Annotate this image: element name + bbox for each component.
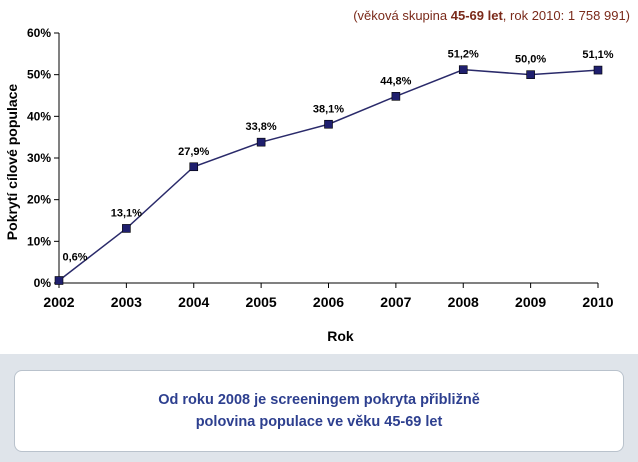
note-line-2: polovina populace ve věku 45-69 let: [195, 414, 443, 430]
data-label: 51,1%: [582, 49, 613, 61]
x-tick-label: 2005: [246, 294, 277, 310]
x-tick-label: 2006: [313, 294, 344, 310]
note-box: Od roku 2008 je screeningem pokryta přib…: [14, 370, 624, 452]
data-point-marker: [324, 119, 333, 129]
data-point-marker: [256, 137, 266, 147]
y-tick-label: 30%: [27, 151, 51, 165]
data-label: 13,1%: [111, 207, 142, 219]
note-line-1: Od roku 2008 je screeningem pokryta přib…: [158, 392, 480, 408]
data-point-marker: [122, 224, 131, 233]
data-point-marker: [593, 65, 603, 75]
series-line: [58, 68, 599, 282]
x-tick-label: 2004: [178, 294, 209, 310]
data-point-marker: [458, 65, 468, 74]
x-tick-label: 2009: [515, 294, 546, 310]
y-tick-label: 0%: [34, 276, 52, 290]
data-label: 33,8%: [246, 121, 277, 133]
chart: 0% 10% 20% 30% 40% 50% 60% 2002 2003 2004 2005 2006…: [4, 26, 614, 344]
data-label: 27,9%: [178, 146, 209, 158]
data-point-marker: [189, 162, 199, 172]
data-point-marker: [526, 70, 535, 79]
x-axis-title: Rok: [327, 328, 354, 344]
y-tick-label: 20%: [27, 193, 51, 207]
y-tick-label: 10%: [27, 234, 51, 248]
x-tick-label: 2007: [380, 294, 411, 310]
chart-series: [54, 65, 603, 285]
data-label: 50,0%: [515, 54, 546, 66]
data-point-marker: [391, 92, 401, 101]
data-label: 51,2%: [448, 49, 479, 61]
x-tick-label: 2003: [111, 294, 142, 310]
x-tick-label: 2002: [43, 294, 74, 310]
x-tick-label: 2010: [582, 294, 613, 310]
y-axis-title: Pokrytí cílové populace: [4, 84, 20, 241]
x-tick-label: 2008: [448, 294, 479, 310]
chart-subtitle: (věková skupina 45-69 let, rok 2010: 1 7…: [353, 8, 630, 23]
y-tick-label: 40%: [27, 109, 51, 123]
data-label: 0,6%: [62, 252, 87, 264]
y-tick-label: 50%: [27, 68, 51, 82]
data-label: 38,1%: [313, 103, 344, 115]
y-tick-label: 60%: [27, 26, 51, 40]
chart-labels: 0,6% 13,1% 27,9% 33,8% 38,1% 44,8% 51,2% 50,0% 5…: [62, 49, 613, 264]
data-point-marker: [54, 276, 64, 285]
data-label: 44,8%: [380, 75, 411, 87]
chart-axes: 0% 10% 20% 30% 40% 50% 60% 2002 2003 2004 2005 2006…: [4, 26, 614, 344]
